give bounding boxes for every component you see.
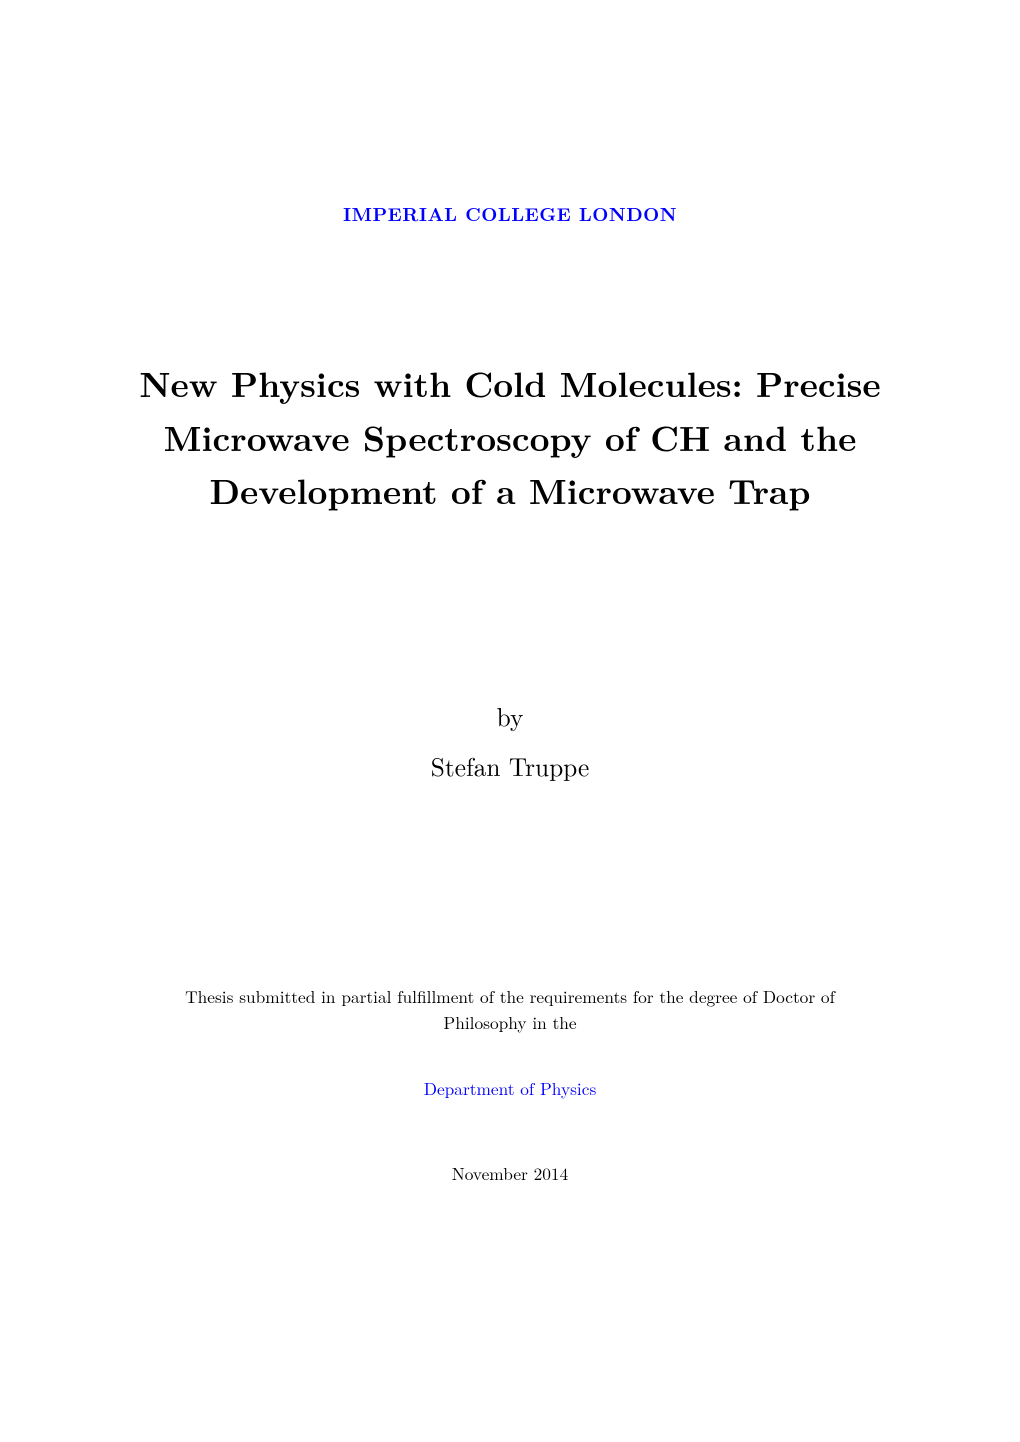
title-line-2: Microwave Spectroscopy of CH and the <box>110 411 910 465</box>
thesis-title: New Physics with Cold Molecules: Precise… <box>90 357 930 518</box>
date-block: November 2014 <box>90 1161 930 1186</box>
byline-block: by Stefan Truppe <box>90 698 930 784</box>
author-name: Stefan Truppe <box>90 748 930 784</box>
institution-link[interactable]: IMPERIAL COLLEGE LONDON <box>343 200 677 227</box>
department-block: Department of Physics <box>90 1076 930 1101</box>
institution-block: IMPERIAL COLLEGE LONDON <box>90 200 930 227</box>
submission-line-1: Thesis submitted in partial fulfillment … <box>185 984 835 1009</box>
by-label: by <box>90 698 930 734</box>
date-text: November 2014 <box>452 1161 569 1186</box>
title-line-3: Development of a Microwave Trap <box>110 464 910 518</box>
department-link[interactable]: Department of Physics <box>424 1076 597 1101</box>
title-page: IMPERIAL COLLEGE LONDON New Physics with… <box>0 0 1020 1442</box>
submission-text: Thesis submitted in partial fulfillment … <box>90 984 930 1036</box>
title-line-1: New Physics with Cold Molecules: Precise <box>110 357 910 411</box>
submission-line-2: Philosophy in the <box>443 1010 576 1035</box>
